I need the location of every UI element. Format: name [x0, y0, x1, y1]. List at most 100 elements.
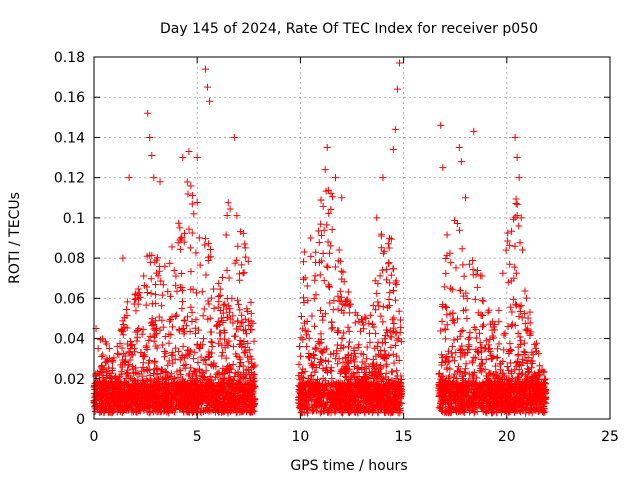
data-point [446, 409, 454, 417]
data-point [528, 395, 536, 403]
data-point [132, 406, 140, 414]
data-point [202, 271, 210, 279]
data-point [173, 287, 181, 295]
data-point [114, 388, 122, 396]
data-point [495, 340, 503, 348]
data-point [390, 359, 398, 367]
data-point [345, 338, 353, 346]
data-point [147, 289, 155, 297]
data-point [134, 295, 142, 303]
data-point [321, 166, 329, 174]
data-point [150, 325, 158, 333]
data-point [385, 260, 393, 268]
data-point [221, 329, 229, 337]
data-point [452, 349, 460, 357]
data-point [317, 382, 325, 390]
data-point [196, 261, 204, 269]
data-point [492, 368, 500, 376]
data-point [215, 279, 223, 287]
data-point [300, 248, 308, 256]
data-point [514, 402, 522, 410]
data-point [221, 400, 229, 408]
data-point [307, 252, 315, 260]
data-point [247, 310, 255, 318]
data-point [492, 362, 500, 370]
data-point [516, 308, 524, 316]
data-point [170, 266, 178, 274]
data-point [499, 385, 507, 393]
data-point [480, 344, 488, 352]
data-point [533, 384, 541, 392]
data-point [485, 341, 493, 349]
data-point [146, 371, 154, 379]
data-point [340, 278, 348, 286]
data-point [218, 352, 226, 360]
data-point [134, 285, 142, 293]
data-point [183, 403, 191, 411]
data-point [215, 320, 223, 328]
data-point [305, 382, 313, 390]
data-point [187, 182, 195, 190]
data-point [309, 376, 317, 384]
data-point [303, 343, 311, 351]
data-point [374, 280, 382, 288]
data-point [379, 174, 387, 182]
data-point [365, 329, 373, 337]
data-point [182, 385, 190, 393]
data-point [462, 289, 470, 297]
data-point [206, 314, 214, 322]
data-point [233, 256, 241, 264]
data-point [361, 313, 369, 321]
data-point [324, 390, 332, 398]
data-point [307, 371, 315, 379]
data-point [304, 327, 312, 335]
data-point [187, 268, 195, 276]
data-point [234, 300, 242, 308]
data-point [295, 382, 303, 390]
data-point [456, 405, 464, 413]
data-point [493, 354, 501, 362]
data-point [472, 354, 480, 362]
data-point [373, 398, 381, 406]
data-point [500, 346, 508, 354]
data-point [223, 363, 231, 371]
data-point [541, 386, 549, 394]
data-point [229, 360, 237, 368]
data-point [141, 352, 149, 360]
data-point [318, 357, 326, 365]
data-point [300, 298, 308, 306]
data-point [145, 402, 153, 410]
data-point [234, 317, 242, 325]
data-point [234, 242, 242, 250]
data-point [184, 190, 192, 198]
data-point [304, 409, 312, 417]
data-point [148, 387, 156, 395]
data-point [154, 365, 162, 373]
data-point [517, 302, 525, 310]
data-point [383, 266, 391, 274]
data-point [118, 326, 126, 334]
x-tick-label: 15 [395, 429, 413, 445]
data-point [504, 399, 512, 407]
data-point [520, 339, 528, 347]
data-point [163, 403, 171, 411]
data-point [179, 298, 187, 306]
data-point [532, 344, 540, 352]
data-point [105, 345, 113, 353]
data-point [150, 174, 158, 182]
data-point [357, 399, 365, 407]
data-point [147, 275, 155, 283]
data-point [461, 351, 469, 359]
data-point [105, 364, 113, 372]
data-points [90, 59, 550, 417]
data-point [456, 286, 464, 294]
data-point [339, 268, 347, 276]
data-point [187, 383, 195, 391]
data-point [154, 272, 162, 280]
data-point [229, 319, 237, 327]
data-point [140, 367, 148, 375]
data-point [215, 292, 223, 300]
data-point [302, 331, 310, 339]
data-point [165, 396, 173, 404]
data-point [486, 335, 494, 343]
